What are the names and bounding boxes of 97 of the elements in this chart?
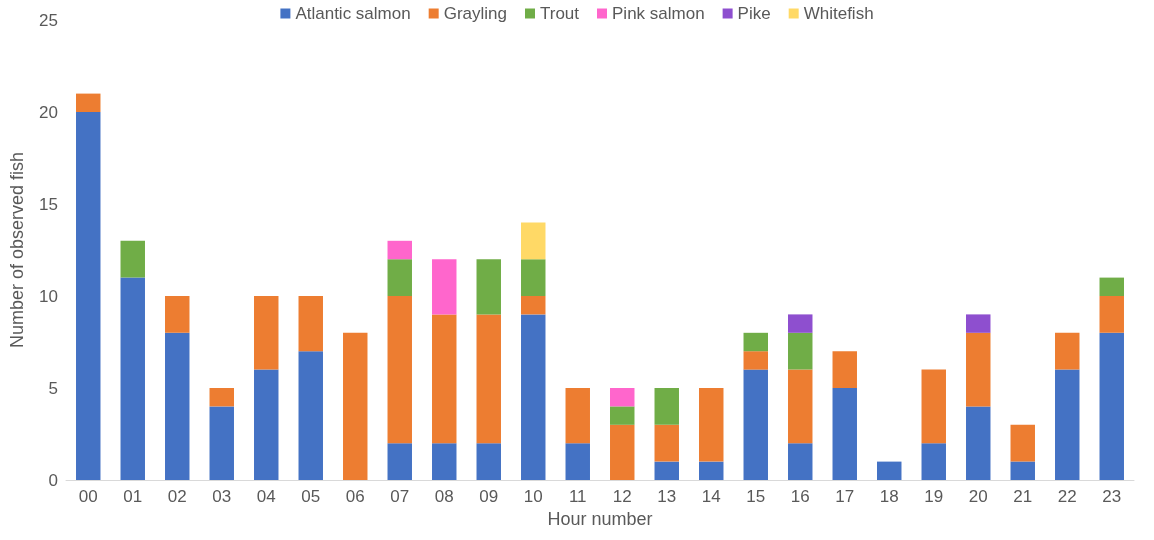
bar [521,259,546,296]
bar [1010,461,1035,480]
bar [521,296,546,315]
y-tick-label: 15 [39,194,58,214]
bar [476,259,501,315]
bar [76,112,101,480]
bar [1055,369,1080,480]
x-tick-label: 08 [434,487,454,506]
x-tick-label: 16 [790,487,810,506]
bar [165,296,190,333]
bar [76,93,101,112]
bar [788,314,813,333]
bar [743,369,768,480]
bar [343,332,368,480]
bar [120,240,145,278]
legend-label: Trout [539,4,580,23]
x-tick-label: 19 [924,487,944,506]
legend-label: Whitefish [803,4,874,23]
bar [387,296,412,444]
bar [476,443,501,480]
x-tick-label: 22 [1057,487,1077,506]
bar [966,406,991,480]
x-tick-label: 15 [746,487,766,506]
bar [699,388,724,462]
legend-label: Atlantic salmon [295,4,411,23]
bar [565,388,590,444]
bar [699,461,724,480]
x-tick-label: 00 [78,487,98,506]
bar [387,240,412,260]
bar [387,259,412,296]
bar [832,388,857,480]
y-tick-label: 20 [39,102,58,122]
y-tick-label: 10 [39,286,58,306]
bar [1010,424,1035,462]
y-tick-label: 5 [48,378,58,398]
x-tick-label: 05 [301,487,321,506]
bar [966,314,991,333]
bar [1099,277,1124,296]
bar [832,351,857,388]
bar [877,461,902,480]
x-tick-label: 02 [167,487,187,506]
x-tick-label: 17 [835,487,855,506]
bar [788,443,813,480]
bar [966,332,991,407]
y-tick-label: 25 [39,10,58,30]
bar [1055,332,1080,370]
bar [476,314,501,444]
bar [165,332,190,480]
y-axis-title: Number of observed fish [7,151,27,349]
bar [209,406,234,480]
bar [565,443,590,480]
bar [610,388,635,407]
bar [298,351,323,480]
x-tick-label: 04 [256,487,276,506]
x-tick-label: 10 [523,487,543,506]
bar [432,443,457,480]
x-tick-label: 11 [568,487,587,506]
x-tick-label: 07 [390,487,410,506]
bar [209,388,234,407]
bar [788,332,813,370]
bar [120,277,145,480]
bar [432,259,457,315]
bar [1099,332,1124,480]
x-tick-label: 14 [701,487,721,506]
y-tick-label: 0 [48,470,58,490]
bar [521,222,546,260]
legend-label: Pike [737,4,771,23]
x-tick-label: 18 [879,487,899,506]
bar [654,424,679,462]
x-tick-label: 12 [612,487,632,506]
x-tick-label: 20 [968,487,988,506]
bar [432,314,457,444]
legend-label: Pink salmon [612,4,705,23]
x-tick-label: 09 [479,487,499,506]
bar [610,424,635,480]
bar [298,296,323,352]
x-tick-label: 21 [1013,487,1033,506]
x-tick-label: 03 [212,487,232,506]
bar [387,443,412,480]
bar [610,406,635,425]
bar [254,369,279,480]
bar [921,443,946,480]
x-tick-label: 23 [1102,487,1122,506]
bar [521,314,546,480]
bar [254,296,279,370]
x-tick-label: 01 [123,487,143,506]
legend-label: Grayling [443,4,507,23]
bar [921,369,946,444]
bar [654,461,679,480]
x-tick-label: 13 [657,487,677,506]
x-axis-title: Hour number [547,509,653,529]
bar [788,369,813,444]
bar [1099,296,1124,333]
x-tick-label: 06 [345,487,365,506]
bar [743,332,768,352]
bar [654,388,679,425]
bar [743,351,768,370]
